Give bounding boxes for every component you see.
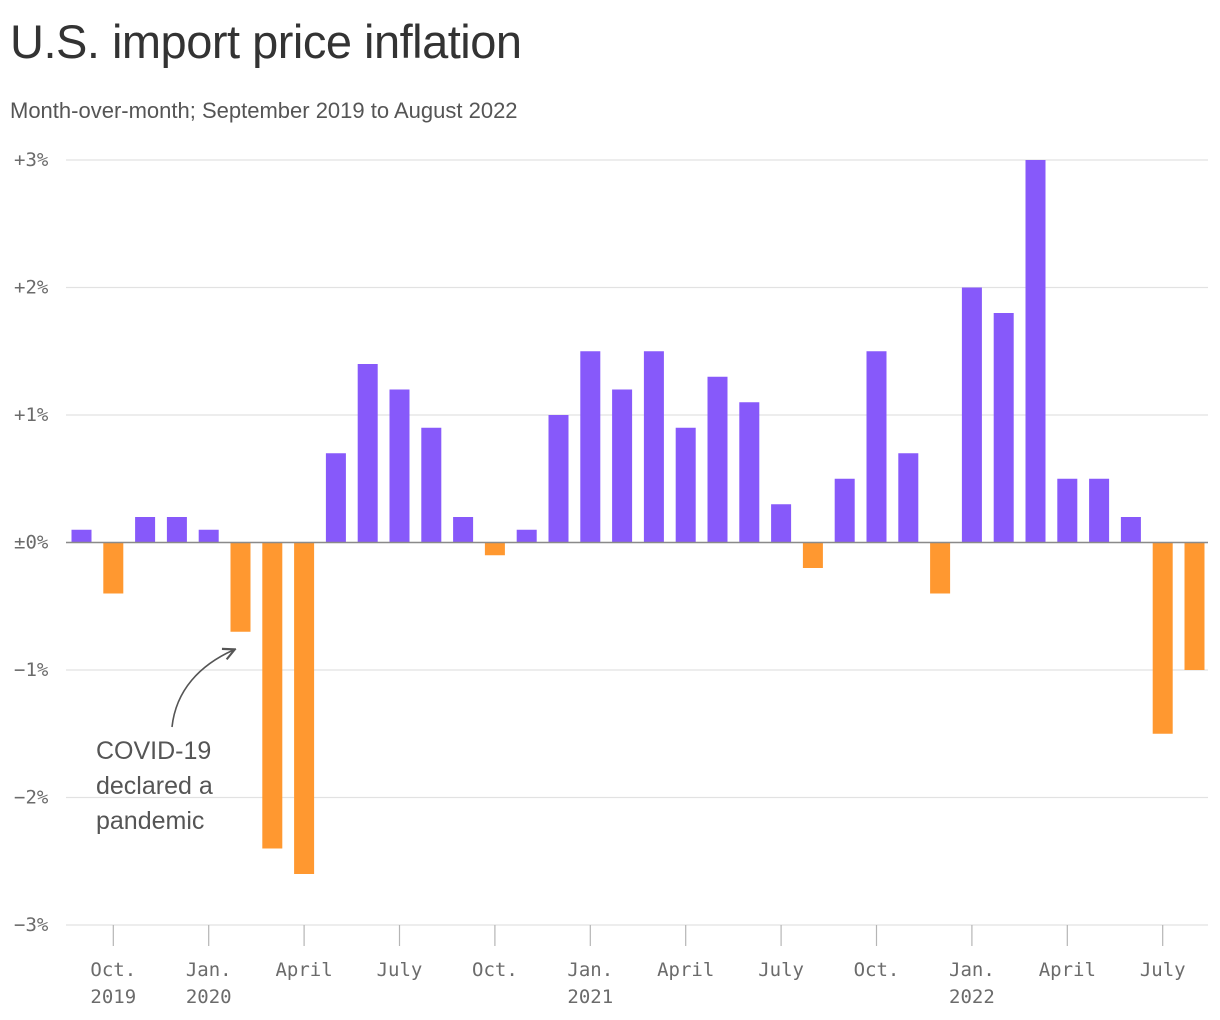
x-tick-year-label: 2019	[90, 986, 136, 1008]
page-title: U.S. import price inflation	[10, 15, 522, 68]
y-tick-label: −2%	[14, 787, 49, 809]
bar-2020-01	[198, 529, 219, 543]
bar-2020-09	[453, 517, 474, 543]
bar-2022-05	[1089, 478, 1110, 543]
x-tick-year-label: 2021	[567, 986, 613, 1008]
x-tick-year-label: 2020	[186, 986, 232, 1008]
bar-2020-04	[294, 542, 315, 874]
bar-2022-04	[1057, 478, 1078, 543]
y-tick-label: +1%	[14, 404, 49, 426]
bar-2019-09	[71, 529, 92, 543]
bar-2019-11	[135, 517, 156, 543]
x-tick-label: July	[758, 959, 804, 981]
bars	[71, 160, 1205, 874]
x-tick-label: Oct.	[472, 959, 518, 981]
bar-2020-08	[421, 427, 442, 543]
y-tick-label: −3%	[14, 914, 49, 936]
x-tick-label: Jan.	[186, 959, 232, 981]
annotation-arrow	[171, 650, 234, 728]
bar-2021-07	[771, 504, 792, 543]
bar-2021-06	[739, 402, 760, 543]
annotation-text: pandemic	[96, 807, 204, 835]
annotation-text: declared a	[96, 772, 213, 800]
annotation: COVID-19 declared a pandemic	[96, 650, 234, 835]
bar-2021-05	[707, 376, 728, 543]
x-tick-year-label: 2022	[949, 986, 995, 1008]
x-tick-label: April	[1039, 959, 1096, 981]
bar-2021-11	[898, 453, 919, 543]
x-axis: Oct. 2019 Jan. 2020 April July Oct. Jan. 2021 Apr…	[66, 541, 1208, 1008]
y-tick-label: −1%	[14, 659, 49, 681]
x-tick-label: July	[377, 959, 423, 981]
bar-2022-06	[1120, 517, 1141, 543]
x-tick-label: April	[275, 959, 332, 981]
bar-2022-01	[961, 287, 982, 543]
y-tick-label: ±0%	[14, 532, 49, 554]
bar-2020-02	[230, 542, 251, 632]
bar-2020-06	[357, 364, 378, 543]
x-tick-label: April	[657, 959, 714, 981]
page-subtitle: Month-over-month; September 2019 to Augu…	[10, 98, 518, 123]
bar-2022-07	[1152, 542, 1173, 734]
bar-2021-12	[930, 542, 951, 594]
bar-2021-02	[612, 389, 633, 543]
bar-2020-10	[484, 542, 505, 556]
bar-2020-12	[548, 415, 569, 543]
bar-2022-02	[993, 313, 1014, 543]
y-tick-label: +2%	[14, 277, 49, 299]
x-tick-label: Jan.	[949, 959, 995, 981]
bar-2021-08	[802, 542, 823, 568]
annotation-text: COVID-19	[96, 737, 211, 765]
bar-2019-12	[166, 517, 187, 543]
bar-2020-11	[516, 529, 537, 543]
x-tick-label: July	[1140, 959, 1186, 981]
x-tick-label: Oct.	[90, 959, 136, 981]
bar-2022-03	[1025, 160, 1046, 543]
y-tick-label: +3%	[14, 149, 49, 171]
gridlines: +3% +2% +1% ±0% −1% −2% −3%	[14, 149, 1208, 936]
bar-2021-03	[643, 351, 664, 543]
bar-2020-05	[325, 453, 346, 543]
bar-2021-04	[675, 427, 696, 543]
bar-2020-07	[389, 389, 410, 543]
x-tick-label: Oct.	[854, 959, 900, 981]
bar-2020-03	[262, 542, 283, 849]
bar-2021-10	[866, 351, 887, 543]
bar-2021-09	[834, 478, 855, 543]
bar-2022-08	[1184, 542, 1205, 670]
bar-2019-10	[103, 542, 124, 594]
bar-2021-01	[580, 351, 601, 543]
x-tick-label: Jan.	[567, 959, 613, 981]
